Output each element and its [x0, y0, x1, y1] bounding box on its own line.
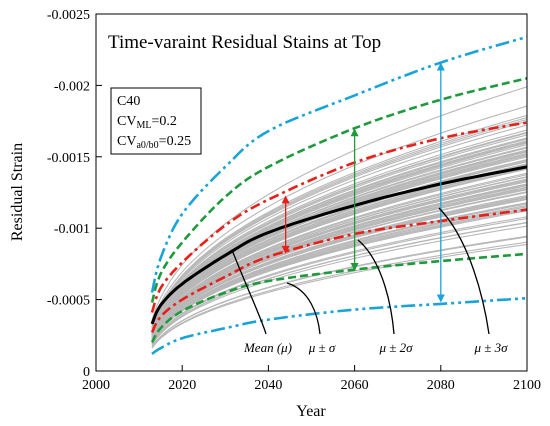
series-plus-3sigma: [150, 35, 527, 293]
sample-curve: [151, 216, 527, 344]
sample-curve: [151, 129, 527, 328]
sample-curve: [151, 150, 527, 332]
x-tick-label: 2040: [254, 378, 282, 393]
arrow-sigma2: [350, 128, 359, 272]
annotations: Mean (μ) μ ± σ μ ± 2σ μ ± 3σ: [231, 207, 508, 355]
sample-curve: [151, 181, 527, 338]
sample-curve: [151, 198, 527, 341]
arrow-head-top: [350, 128, 359, 137]
x-tick-label: 2000: [82, 378, 110, 393]
param-cv-a0b0-sub: a0/b0: [136, 140, 158, 151]
sample-curve: [151, 225, 527, 346]
x-tick-label: 2060: [341, 378, 369, 393]
x-tick-label: 2080: [427, 378, 455, 393]
series-plus-1sigma: [150, 121, 527, 313]
band-arrows: [281, 62, 445, 303]
parameters-box-frame: [110, 87, 202, 155]
y-tick-label: -0.0015: [47, 151, 90, 166]
arrow-sigma3: [436, 62, 445, 303]
sample-curves: [151, 86, 527, 349]
sample-curve: [151, 118, 527, 326]
arrow-head-bottom: [281, 245, 290, 254]
statistic-curves: [150, 35, 527, 355]
sample-curve: [151, 167, 527, 335]
sample-curve: [151, 241, 527, 349]
series-minus-2sigma: [150, 252, 527, 344]
sample-curve: [151, 187, 527, 339]
series-minus-1sigma: [150, 208, 527, 334]
sample-curve: [151, 131, 527, 329]
param-grade: C40: [117, 94, 140, 109]
sample-curve: [151, 174, 527, 336]
sample-curve: [151, 142, 527, 331]
sample-curve: [151, 160, 527, 334]
sample-curve: [151, 184, 527, 338]
annotation-label: μ ± 3σ: [473, 340, 508, 355]
annotation-4: μ ± 3σ: [438, 207, 508, 355]
plot-frame: [95, 13, 528, 372]
sample-curve: [151, 86, 527, 320]
sample-curve: [151, 166, 527, 335]
sample-curve: [151, 134, 527, 329]
x-axis: 2000 2020 2040 2060 2080 2100: [82, 365, 541, 393]
sample-curve: [151, 243, 527, 349]
series-plus-2sigma: [150, 77, 527, 303]
y-tick-label: -0.002: [54, 79, 90, 94]
annotation-label: μ ± 2σ: [378, 340, 413, 355]
param-cv-a0b0-value: =0.25: [159, 134, 191, 149]
sample-curve: [151, 176, 527, 337]
param-cv-a0b0-main: CV: [117, 134, 136, 149]
arrow-head-bottom: [350, 263, 359, 272]
annotation-leader: [438, 207, 490, 335]
sample-curve: [151, 105, 527, 324]
parameters-box: C40 CVML=0.2 CVa0/b0=0.25: [110, 87, 202, 155]
sample-curve: [151, 196, 527, 340]
sample-curve: [151, 179, 527, 337]
annotation-label: Mean (μ): [243, 340, 292, 355]
sample-curve: [151, 117, 527, 326]
y-tick-label: 0: [83, 365, 90, 380]
annotation-3: μ ± 2σ: [357, 239, 413, 355]
y-axis: 0 -0.0005 -0.001 -0.0015 -0.002 -0.0025: [47, 8, 102, 380]
sample-curve: [151, 141, 527, 330]
annotation-1: Mean (μ): [231, 249, 292, 355]
series-minus-3sigma: [151, 296, 527, 355]
series-mean: [150, 165, 527, 325]
param-cv-ml-sub: ML: [136, 120, 151, 131]
arrow-sigma1: [281, 195, 290, 254]
y-axis-label: Residual Strain: [9, 143, 26, 241]
sample-curve: [151, 114, 527, 326]
arrow-head-top: [436, 62, 445, 71]
x-tick-label: 2020: [168, 378, 196, 393]
annotation-leader: [231, 249, 267, 335]
annotation-2: μ ± σ: [286, 282, 336, 355]
arrow-head-bottom: [436, 294, 445, 303]
param-cv-ml-value: =0.2: [151, 114, 176, 129]
sample-curve: [151, 188, 527, 339]
sample-curve: [151, 202, 527, 341]
y-tick-label: -0.0025: [47, 8, 90, 23]
sample-curve: [151, 209, 527, 343]
param-cv-ml: CVML=0.2: [117, 114, 177, 131]
sample-curve: [151, 172, 527, 336]
sample-curve: [151, 137, 527, 330]
annotation-leader: [286, 282, 321, 335]
sample-curve: [151, 120, 527, 327]
sample-curve: [151, 124, 527, 327]
param-cv-a0b0: CVa0/b0=0.25: [117, 134, 191, 151]
param-cv-ml-main: CV: [117, 114, 136, 129]
annotation-leader: [357, 239, 395, 335]
sample-curve: [151, 221, 527, 345]
chart-title: Time-varaint Residual Stains at Top: [108, 32, 381, 53]
arrow-head-top: [281, 195, 290, 204]
x-tick-label: 2100: [513, 378, 541, 393]
y-tick-label: -0.0005: [47, 294, 90, 309]
x-axis-label: Year: [296, 403, 326, 420]
y-tick-label: -0.001: [54, 222, 90, 237]
annotation-label: μ ± σ: [308, 340, 336, 355]
